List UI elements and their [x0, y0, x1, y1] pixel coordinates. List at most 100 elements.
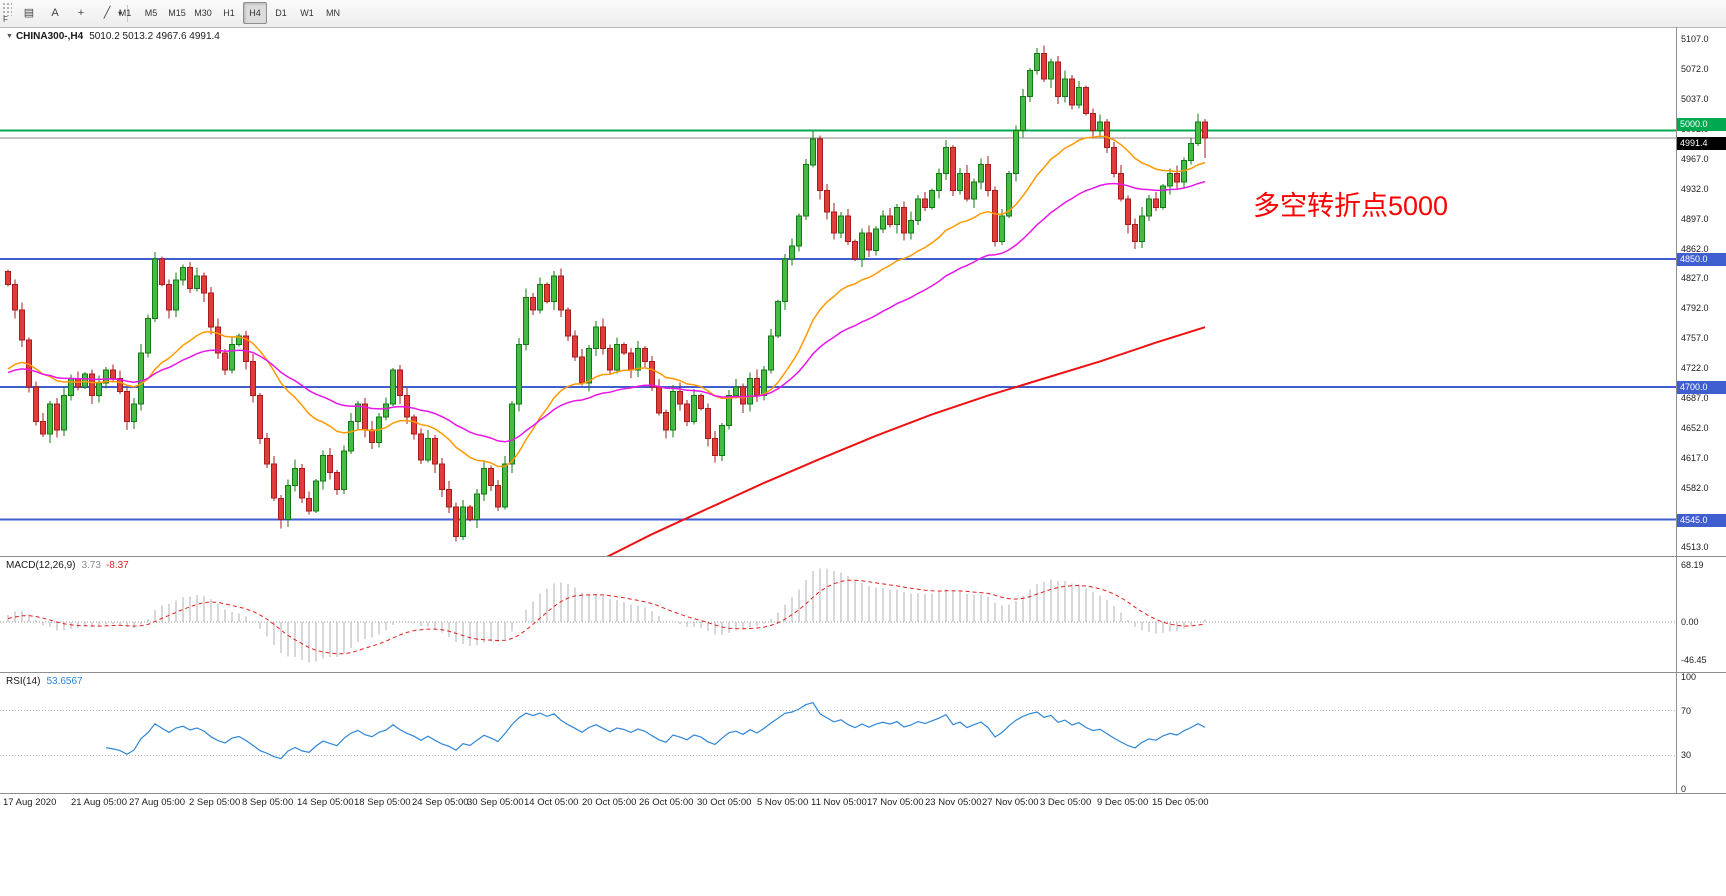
price-tick-label: 5072.0	[1681, 64, 1709, 74]
timeframe-group: M1 M5 M15 M30 H1 H4 D1 W1 MN	[112, 2, 346, 24]
price-tick-label: 4967.0	[1681, 154, 1709, 164]
time-axis-label: 24 Sep 05:00	[412, 797, 469, 808]
chart-title: ▼ CHINA300-,H4 5010.2 5013.2 4967.6 4991.4	[6, 31, 220, 42]
price-tick-label: 4513.0	[1681, 542, 1709, 552]
macd-name-label: MACD(12,26,9)	[6, 560, 76, 571]
time-axis-label: 23 Nov 05:00	[925, 797, 982, 808]
timeframe-button-m30[interactable]: M30	[194, 8, 212, 18]
rsi-value: 53.6567	[46, 676, 83, 687]
bid-price-tag: 4991.4	[1677, 137, 1726, 150]
rsi-panel-border	[0, 672, 1726, 673]
time-axis[interactable]: 17 Aug 2020 21 Aug 05:00 27 Aug 05:00 2 Sep…	[0, 794, 1726, 812]
toolbar: F ▤ A + ╱ ▾ M1 M5 M15 M30 H1 H4 D1 W1 MN	[0, 0, 1726, 28]
rsi-name-label: RSI(14)	[6, 676, 41, 687]
timeframe-button-m15[interactable]: M15	[168, 8, 186, 18]
price-tick-label: 5107.0	[1681, 34, 1709, 44]
timeframe-button-m5[interactable]: M5	[144, 8, 158, 18]
symbol-period-label: CHINA300-,H4	[15, 31, 84, 42]
chart-text-annotation[interactable]: 多空转折点5000	[1253, 191, 1449, 221]
rsi-axis-label: 100	[1681, 672, 1697, 682]
time-axis-label: 30 Sep 05:00	[467, 797, 524, 808]
grid-icon: ▤	[23, 6, 35, 19]
timeframe-button-m1[interactable]: M1	[118, 8, 132, 18]
price-tick-label: 4722.0	[1681, 363, 1709, 373]
time-axis-label: 17 Aug 2020	[3, 797, 57, 808]
ma-red-line	[606, 326, 1206, 556]
text-tool-button[interactable]: A	[43, 2, 67, 24]
macd-canvas[interactable]	[0, 557, 1676, 672]
rsi-axis-label: 0	[1681, 784, 1687, 794]
candlestick-series	[5, 45, 1208, 542]
price-tick-label: 4582.0	[1681, 483, 1709, 493]
rsi-axis-label: 30	[1681, 750, 1692, 760]
macd-axis-label: 0.00	[1681, 617, 1699, 627]
level-price-tag: 4850.0	[1677, 253, 1726, 266]
price-tick-label: 4792.0	[1681, 303, 1709, 313]
main-chart-canvas[interactable]	[0, 27, 1676, 556]
price-tick-label: 4897.0	[1681, 214, 1709, 224]
price-tick-label: 4932.0	[1681, 184, 1709, 194]
macd-panel-border	[0, 556, 1726, 557]
level-price-tag: 5000.0	[1677, 118, 1726, 131]
text-tool-icon: A	[51, 6, 59, 19]
price-tick-label: 4862.0	[1681, 244, 1709, 254]
price-tick-label: 4827.0	[1681, 273, 1709, 283]
timeframe-button-mn[interactable]: MN	[326, 8, 340, 18]
price-tick-label: 5037.0	[1681, 94, 1709, 104]
macd-axis-label: -46.45	[1681, 655, 1707, 665]
time-axis-label: 21 Aug 05:00	[71, 797, 127, 808]
trendline-icon: ╱	[103, 6, 111, 19]
rsi-line	[105, 702, 1206, 760]
time-axis-label: 8 Sep 05:00	[242, 797, 294, 808]
time-axis-label: 20 Oct 05:00	[582, 797, 637, 808]
time-axis-label: 5 Nov 05:00	[757, 797, 809, 808]
time-axis-label: 18 Sep 05:00	[354, 797, 411, 808]
price-tick-label: 4687.0	[1681, 393, 1709, 403]
time-axis-label: 11 Nov 05:00	[811, 797, 867, 808]
macd-value-signal: -8.37	[105, 560, 129, 571]
macd-axis-label: 68.19	[1681, 560, 1704, 570]
price-tick-label: 4652.0	[1681, 423, 1709, 433]
f-key-label: F	[3, 15, 8, 24]
price-axis-border	[1676, 27, 1677, 793]
macd-histogram	[7, 568, 1206, 663]
chart-list-button[interactable]: ▤	[17, 2, 41, 24]
time-axis-label: 14 Oct 05:00	[524, 797, 579, 808]
rsi-title: RSI(14) 53.6567	[6, 676, 83, 687]
timeframe-button-d1[interactable]: D1	[275, 8, 287, 18]
time-axis-label: 30 Oct 05:00	[697, 797, 752, 808]
price-axis[interactable]: 5107.05072.05037.05002.04967.04932.04897…	[1677, 27, 1726, 794]
rsi-canvas[interactable]	[0, 673, 1676, 793]
time-axis-label: 27 Nov 05:00	[982, 797, 1039, 808]
chevron-down-icon[interactable]: ▾	[118, 8, 123, 18]
time-axis-label: 14 Sep 05:00	[297, 797, 354, 808]
timeframe-button-h1[interactable]: H1	[223, 8, 235, 18]
rsi-axis-label: 70	[1681, 706, 1692, 716]
macd-value-main: 3.73	[81, 560, 101, 571]
level-price-tag: 4700.0	[1677, 381, 1726, 394]
collapse-arrow-icon[interactable]: ▼	[6, 33, 13, 40]
trendline-button[interactable]: ╱	[95, 2, 119, 24]
time-axis-label: 17 Nov 05:00	[867, 797, 924, 808]
time-axis-label: 2 Sep 05:00	[189, 797, 241, 808]
time-axis-label: 9 Dec 05:00	[1097, 797, 1149, 808]
time-axis-label: 27 Aug 05:00	[129, 797, 185, 808]
time-axis-label: 26 Oct 05:00	[639, 797, 694, 808]
ma-magenta-line	[7, 180, 1206, 443]
toolbar-drag-handle[interactable]	[2, 2, 12, 16]
timeframe-button-w1[interactable]: W1	[300, 8, 314, 18]
price-tick-label: 4757.0	[1681, 333, 1709, 343]
time-axis-label: 3 Dec 05:00	[1040, 797, 1092, 808]
time-axis-border	[0, 793, 1726, 794]
toolbar-separator	[127, 4, 129, 22]
crosshair-icon: +	[77, 6, 85, 19]
level-price-tag: 4545.0	[1677, 514, 1726, 527]
macd-title: MACD(12,26,9) 3.73 -8.37	[6, 560, 129, 571]
price-tick-label: 4617.0	[1681, 453, 1709, 463]
ohlc-values: 5010.2 5013.2 4967.6 4991.4	[89, 31, 220, 42]
crosshair-button[interactable]: +	[69, 2, 93, 24]
ma-orange-line	[7, 135, 1206, 468]
time-axis-label: 15 Dec 05:00	[1152, 797, 1209, 808]
timeframe-button-h4[interactable]: H4	[243, 2, 267, 24]
